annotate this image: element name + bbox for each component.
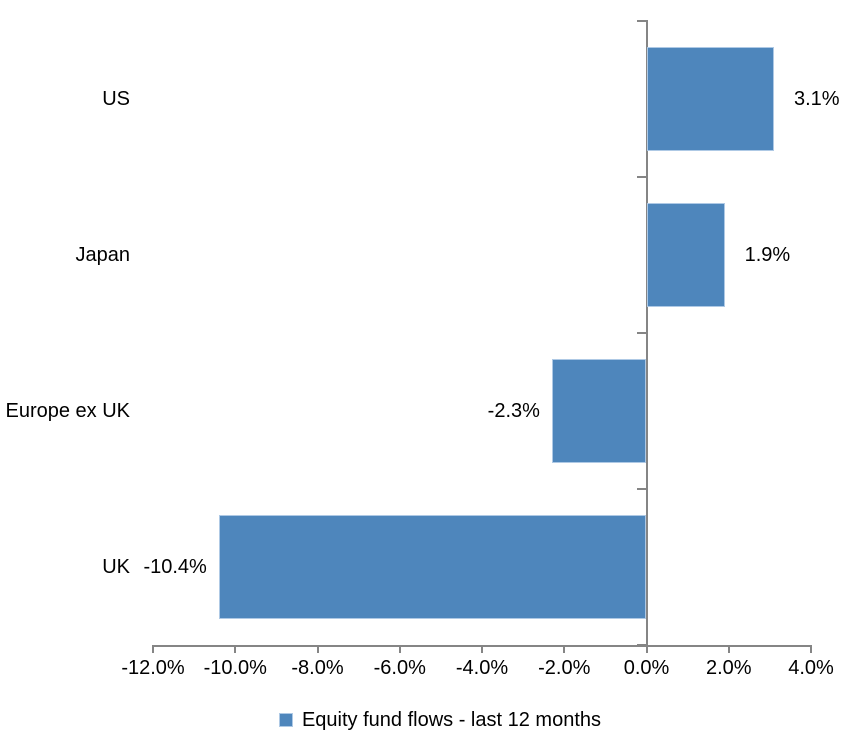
x-tick-label: -4.0% [455,657,509,679]
x-axis-tick [398,645,401,653]
x-axis-tick [563,645,566,653]
x-tick-label: -8.0% [291,657,344,679]
x-tick-label: 2.0% [705,657,752,679]
x-axis-tick [152,645,154,653]
value-label-japan: 1.9% [744,244,791,266]
x-axis-tick [810,645,812,653]
x-tick-label: -6.0% [373,657,426,679]
x-tick-label: -12.0% [121,657,185,679]
category-label-europe-ex-uk: Europe ex UK [5,400,130,422]
value-label-uk: -10.4% [143,556,207,578]
y-axis-tick [636,332,646,334]
value-label-us: 3.1% [793,88,840,110]
bar-europe-ex-uk [551,359,647,463]
x-axis-tick [481,645,483,653]
y-axis-line [645,20,648,646]
x-tick-label: -10.0% [203,657,267,679]
value-label-europe-ex-uk: -2.3% [487,400,540,422]
category-label-us: US [102,88,130,110]
bar-japan [646,203,725,307]
y-axis-tick [636,644,646,646]
category-label-uk: UK [102,556,130,578]
x-tick-label: 4.0% [788,657,834,679]
bar-uk [218,515,647,619]
legend: Equity fund flows - last 12 months [0,706,852,734]
category-label-japan: Japan [75,244,131,266]
y-axis-tick [636,20,646,22]
y-axis-tick [636,176,646,178]
legend-swatch-icon [278,713,293,727]
legend-label: Equity fund flows - last 12 months [301,709,602,731]
bar-us [646,47,774,151]
x-tick-label: 0.0% [623,657,670,679]
x-tick-label: -2.0% [538,657,591,679]
x-axis-tick [234,645,237,653]
x-axis-tick [316,645,319,653]
x-axis-tick [645,645,648,653]
x-axis-tick [727,645,730,653]
y-axis-tick [636,488,646,490]
